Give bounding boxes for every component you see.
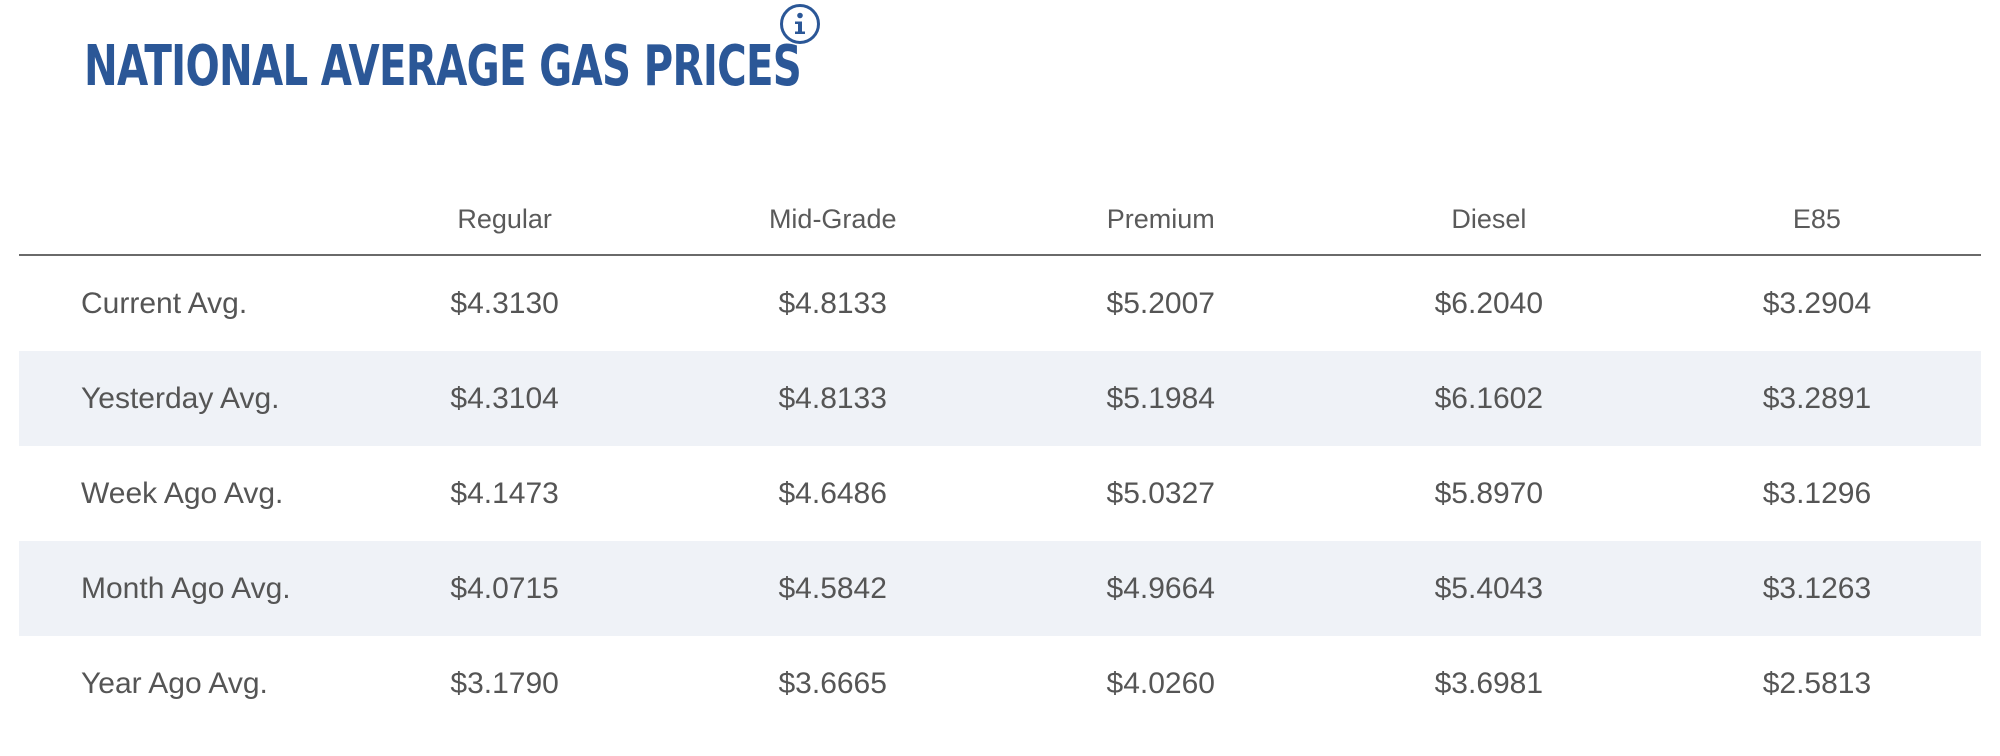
page-title: NATIONAL AVERAGE GAS PRICES	[84, 34, 802, 99]
column-header-e85: E85	[1652, 184, 1981, 256]
price-cell: $5.0327	[1106, 476, 1215, 510]
price-cell: $4.8133	[778, 286, 887, 320]
price-cell: $2.5813	[1762, 666, 1872, 700]
column-header-blank	[19, 184, 341, 256]
price-cell: $4.3130	[450, 286, 559, 320]
info-icon[interactable]	[778, 2, 822, 46]
price-cell: $4.1473	[450, 476, 559, 510]
column-header-mid-grade: Mid-Grade	[668, 184, 997, 256]
price-cell: $4.0260	[1106, 666, 1215, 700]
price-cell: $5.1984	[996, 351, 1325, 446]
column-header-regular: Regular	[340, 184, 669, 256]
price-cell: $3.6665	[778, 666, 887, 700]
table-row: Year Ago Avg. $3.1790 $3.6665 $4.0260 $3…	[19, 636, 1981, 731]
title-area: NATIONAL AVERAGE GAS PRICES	[84, 22, 1080, 112]
price-cell: $3.1296	[1762, 476, 1872, 510]
price-cell: $3.2891	[1652, 351, 1981, 446]
price-cell: $5.8970	[1434, 476, 1544, 510]
price-cell: $3.1790	[450, 666, 559, 700]
row-label: Month Ago Avg.	[19, 541, 341, 636]
price-cell: $3.6981	[1434, 666, 1544, 700]
table-row: Yesterday Avg. $4.3104 $4.8133 $5.1984 $…	[19, 351, 1981, 446]
table-row: Month Ago Avg. $4.0715 $4.5842 $4.9664 $…	[19, 541, 1981, 636]
price-cell: $4.8133	[668, 351, 997, 446]
price-cell: $3.1263	[1652, 541, 1981, 636]
row-label: Week Ago Avg.	[81, 476, 284, 510]
table-row: Current Avg. $4.3130 $4.8133 $5.2007 $6.…	[19, 255, 1981, 351]
price-cell: $3.2904	[1762, 286, 1872, 320]
table-row: Week Ago Avg. $4.1473 $4.6486 $5.0327 $5…	[19, 446, 1981, 541]
row-label: Year Ago Avg.	[81, 666, 268, 700]
price-cell: $4.3104	[340, 351, 669, 446]
price-cell: $6.1602	[1324, 351, 1653, 446]
price-cell: $4.6486	[778, 476, 887, 510]
price-cell: $5.4043	[1324, 541, 1653, 636]
price-cell: $4.0715	[340, 541, 669, 636]
row-label: Yesterday Avg.	[19, 351, 341, 446]
gas-prices-table: Regular Mid-Grade Premium Diesel E85 Cur…	[19, 184, 1981, 731]
price-cell: $5.2007	[1106, 286, 1215, 320]
table-header-row: Regular Mid-Grade Premium Diesel E85	[19, 184, 1981, 256]
column-header-premium: Premium	[996, 184, 1325, 256]
price-cell: $4.5842	[668, 541, 997, 636]
column-header-diesel: Diesel	[1324, 184, 1653, 256]
row-label: Current Avg.	[81, 286, 248, 320]
price-cell: $4.9664	[996, 541, 1325, 636]
price-cell: $6.2040	[1434, 286, 1544, 320]
